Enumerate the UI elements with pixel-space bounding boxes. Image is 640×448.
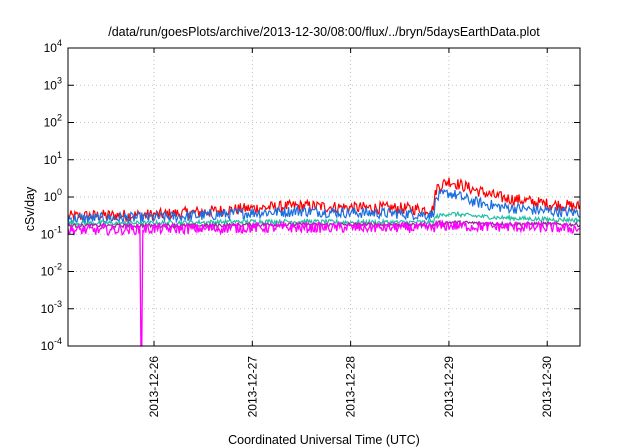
series-layer [67, 177, 581, 347]
tick-labels: 2013-12-26 2013-12-27 2013-12-28 2013-12-29… [41, 38, 555, 417]
grid-lines [68, 48, 580, 346]
series-line [67, 219, 581, 347]
chart-title: /data/run/goesPlots/archive/2013-12-30/0… [108, 25, 540, 39]
plot-frame [67, 47, 581, 347]
series-line [67, 210, 581, 227]
x-tick-label: 2013-12-27 [245, 356, 259, 418]
y-tick-label: 104 [44, 38, 62, 55]
y-tick-label: 10-3 [41, 299, 62, 316]
y-tick-label: 102 [44, 113, 62, 130]
y-tick-label: 100 [44, 187, 62, 204]
x-tick-label: 2013-12-30 [540, 356, 554, 418]
x-axis-label: Coordinated Universal Time (UTC) [228, 433, 420, 447]
y-tick-label: 103 [44, 75, 62, 92]
y-tick-label: 10-1 [41, 224, 62, 241]
y-axis-label: cSv/day [23, 186, 37, 231]
x-tick-label: 2013-12-29 [442, 356, 456, 418]
series-line [67, 188, 581, 225]
y-tick-label: 10-2 [41, 262, 62, 279]
y-tick-label: 10-4 [41, 336, 62, 353]
x-tick-label: 2013-12-26 [147, 356, 161, 418]
x-tick-label: 2013-12-28 [344, 356, 358, 418]
y-tick-label: 101 [44, 150, 62, 167]
axes [67, 47, 581, 347]
